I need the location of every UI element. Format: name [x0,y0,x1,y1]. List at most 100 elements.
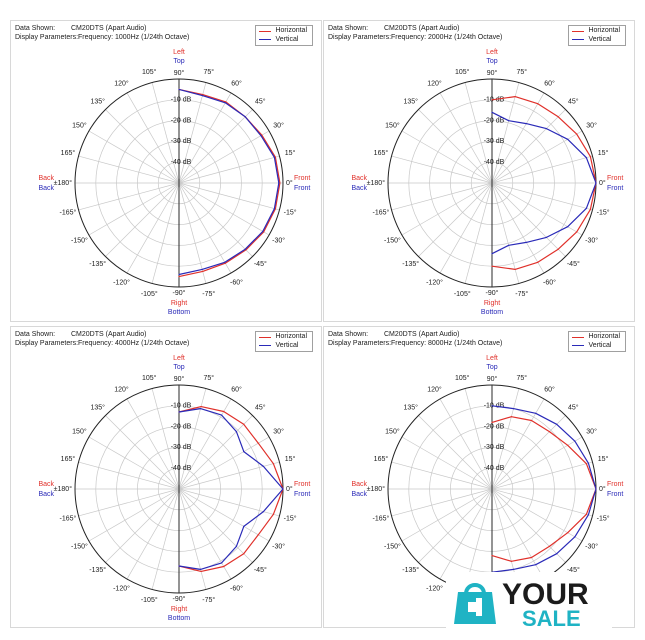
angle-label: ±180° [367,485,386,493]
display-parameters-value: Frequency: 2000Hz (1/24th Octave) [391,33,503,41]
grid-spoke [78,182,180,211]
direction-label-left: Left [486,355,498,362]
data-point-vertical [574,536,576,538]
angle-label: -165° [373,209,390,217]
db-ring-label: -40 dB [171,159,192,166]
legend-line-horizontal [259,30,272,32]
grid-spoke [178,488,270,542]
angle-label: -150° [384,542,401,550]
grid-spoke [491,415,566,490]
db-ring-label: -10 dB [171,97,192,104]
data-point-horizontal [589,208,591,210]
data-point-vertical [273,156,275,158]
data-point-vertical [585,157,587,159]
grid-spoke [491,488,566,563]
legend-line-horizontal [572,30,585,32]
direction-label-left: Left [486,49,498,56]
chart-legend: Horizontal Vertical [568,331,626,352]
grid-spoke [491,130,583,184]
series-line-vertical [178,88,280,276]
direction-label-right: Right [484,300,500,307]
data-point-horizontal [263,231,265,233]
grid-spoke [391,155,493,184]
data-point-horizontal [257,442,259,444]
angle-label: 120° [114,385,129,393]
angle-label: -60° [230,278,243,286]
angle-label: 45° [255,404,266,412]
data-point-vertical [201,268,203,270]
grid-spoke [491,155,593,184]
grid-spoke [178,109,253,184]
grid-spoke [88,130,180,184]
chart-legend: Horizontal Vertical [568,25,626,46]
grid-spoke [401,488,493,542]
grid-spoke [78,155,180,184]
angle-label: -30° [585,542,598,550]
direction-label-bottom: Bottom [168,615,190,622]
angle-label: -120° [426,278,443,286]
data-point-horizontal [279,182,281,184]
chart-legend: Horizontal Vertical [255,25,313,46]
data-point-horizontal [510,416,512,418]
angle-label: -75° [202,596,215,604]
legend-label-horizontal: Horizontal [588,27,620,34]
direction-label-front-vertical: Front [294,491,310,498]
angle-label: -60° [543,278,556,286]
data-point-horizontal [510,560,512,562]
angle-label: 120° [114,79,129,87]
angle-label: 30° [273,427,284,435]
db-ring-label: -30 dB [171,138,192,145]
angle-label: 90° [487,69,498,77]
data-point-horizontal [514,268,516,270]
angle-label: 165° [61,455,76,463]
data-point-horizontal [223,565,225,568]
grid-spoke [178,415,253,490]
panel-header: Data Shown: CM20DTS (Apart Audio) Display… [328,25,502,42]
data-point-vertical [199,408,202,410]
angle-label: 0° [599,485,606,493]
grid-spoke [491,488,593,517]
data-point-vertical [235,431,237,433]
data-point-vertical [278,182,280,184]
data-point-horizontal [514,96,516,98]
direction-label-back-horizontal: Back [38,481,54,488]
display-parameters-value: Frequency: 1000Hz (1/24th Octave) [78,33,190,41]
legend-label-horizontal: Horizontal [275,27,307,34]
direction-label-top: Top [486,364,497,371]
angle-label: -135° [89,566,106,574]
data-point-vertical [587,462,589,464]
grid-spoke [491,388,520,490]
data-point-vertical [201,95,203,97]
angle-label: -15° [597,515,610,523]
data-point-vertical [260,135,262,137]
grid-spoke [126,488,180,580]
grid-spoke [178,388,207,490]
grid-spoke [178,461,280,490]
data-point-horizontal [202,270,204,272]
data-point-vertical [243,451,245,453]
angle-label: 90° [174,69,185,77]
angle-label: -60° [230,584,243,592]
data-point-horizontal [557,116,559,118]
grid-spoke [105,182,180,257]
db-ring-label: -10 dB [484,97,505,104]
grid-spoke [418,109,493,184]
data-point-horizontal [272,513,274,515]
angle-label: -150° [71,542,88,550]
data-point-vertical [556,553,558,555]
angle-label: -45° [567,566,580,574]
grid-spoke [391,461,493,490]
db-ring-label: -40 dB [484,465,505,472]
angle-label: 30° [586,121,597,129]
grid-spoke [178,182,253,257]
grid-spoke [178,488,280,517]
data-point-vertical [244,248,246,250]
panel-header: Data Shown: CM20DTS (Apart Audio) Display… [15,25,189,42]
data-point-vertical [262,511,264,513]
angle-label: 75° [203,374,214,382]
data-point-horizontal [200,570,202,572]
grid-spoke [105,415,180,490]
data-point-vertical [545,128,547,130]
data-point-vertical [508,120,510,122]
legend-label-vertical: Vertical [275,341,299,349]
